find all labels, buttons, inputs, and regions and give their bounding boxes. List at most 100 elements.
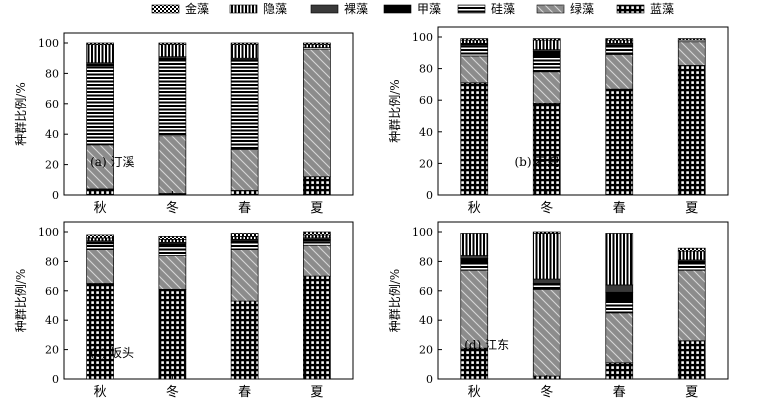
legend-swatch xyxy=(383,4,412,14)
y-tick-label: 100 xyxy=(38,37,59,50)
bar-segment-lan xyxy=(677,340,706,380)
x-tick-label: 秋 xyxy=(468,201,481,216)
bar-segment-lan xyxy=(158,288,187,380)
bar-segment-lv xyxy=(460,55,489,84)
legend-item-luo: 裸藻 xyxy=(310,1,368,16)
bar-segment-lan xyxy=(532,103,561,196)
chart-panels: 020406080100种群比例/%秋冬春夏(a) 汀溪020406080100… xyxy=(14,26,729,400)
bar-segment-jin xyxy=(230,233,259,237)
bar-segment-jin xyxy=(532,38,561,41)
bar-segment-lv xyxy=(532,71,561,104)
bar-segment-lv xyxy=(158,135,187,194)
y-axis-label: 种群比例/% xyxy=(14,82,28,145)
bar-segment-lv xyxy=(605,54,634,90)
bar-segment-yin xyxy=(230,44,259,59)
bar-segment-jia xyxy=(605,291,634,303)
bar-segment-yin xyxy=(460,233,489,256)
y-tick-label: 100 xyxy=(412,226,433,239)
bar-3 xyxy=(230,42,259,196)
legend: 金藻 隐藻 裸藻 甲藻 硅藻 绿藻 蓝藻 xyxy=(151,1,674,16)
y-tick-label: 0 xyxy=(52,373,59,386)
bar-segment-yin xyxy=(532,233,561,280)
bar-segment-jin xyxy=(230,42,259,45)
legend-label: 绿藻 xyxy=(570,1,594,16)
bar-segment-lv xyxy=(605,312,634,364)
bar-segment-lv xyxy=(158,255,187,290)
legend-label: 蓝藻 xyxy=(650,2,674,16)
y-tick-label: 20 xyxy=(419,344,433,357)
bar-segment-luo xyxy=(460,255,489,259)
bar-segment-gui xyxy=(532,55,561,73)
y-tick-label: 40 xyxy=(45,314,59,327)
y-tick-label: 40 xyxy=(419,126,433,139)
panel-label: (a) 汀溪 xyxy=(90,155,134,169)
x-tick-label: 秋 xyxy=(94,201,107,216)
panel-label: (d) 江东 xyxy=(464,338,509,352)
legend-item-lv: 绿藻 xyxy=(536,1,594,16)
y-tick-label: 80 xyxy=(45,255,59,268)
bar-segment-yin xyxy=(605,233,634,286)
y-tick-label: 40 xyxy=(45,128,59,141)
bar-segment-gui xyxy=(158,246,187,256)
bar-segment-lv xyxy=(86,249,114,284)
bar-segment-lan xyxy=(230,300,259,380)
bar-segment-gui xyxy=(86,243,114,250)
y-tick-label: 0 xyxy=(426,189,433,202)
x-tick-label: 夏 xyxy=(310,201,323,216)
bar-segment-yin xyxy=(158,239,187,243)
bar-segment-lv xyxy=(532,288,561,377)
panel-label: (c) 坂头 xyxy=(90,346,134,360)
bar-segment-yin xyxy=(677,250,706,261)
y-axis-label: 种群比例/% xyxy=(14,269,28,332)
legend-label: 硅藻 xyxy=(491,2,515,16)
bar-segment-yin xyxy=(303,44,331,48)
x-tick-label: 冬 xyxy=(540,200,553,216)
plot-frame xyxy=(437,26,729,196)
bar-2 xyxy=(158,236,187,380)
bar-segment-jia xyxy=(460,258,489,264)
bar-segment-gui xyxy=(230,60,259,150)
bar-segment-yin xyxy=(460,39,489,44)
bar-segment-gui xyxy=(532,284,561,290)
bar-1 xyxy=(460,38,489,196)
bar-4 xyxy=(303,231,331,380)
bar-segment-lan xyxy=(677,65,706,196)
bar-4 xyxy=(677,38,706,196)
bar-segment-lv xyxy=(677,269,706,342)
plot-frame xyxy=(63,221,354,380)
bar-segment-gui xyxy=(158,59,187,137)
y-tick-label: 0 xyxy=(426,373,433,386)
legend-swatch xyxy=(229,4,258,14)
legend-item-jia: 甲藻 xyxy=(383,2,441,16)
y-tick-label: 80 xyxy=(419,63,433,76)
bar-segment-lan xyxy=(303,275,331,380)
bar-segment-jin xyxy=(303,42,331,45)
panel-4: 0 20 40 60 80 100 种群比例/% 秋 冬 春 夏 (d) 江东 xyxy=(388,221,729,400)
x-tick-label: 冬 xyxy=(540,384,553,400)
bar-segment-gui xyxy=(605,46,634,55)
x-tick-label: 春 xyxy=(238,385,251,400)
bar-segment-gui xyxy=(605,302,634,314)
bar-segment-jin xyxy=(605,38,634,41)
panel-3: 0 20 40 60 80 100 种群比例/% 秋 冬 春 夏 (c) 坂头 xyxy=(14,221,354,400)
bar-segment-lv xyxy=(460,269,489,349)
bar-segment-gui xyxy=(460,262,489,271)
bar-2 xyxy=(532,38,561,196)
bar-segment-yin xyxy=(605,39,634,44)
bar-segment-lan xyxy=(605,88,634,196)
y-axis-label: 种群比例/% xyxy=(388,269,402,332)
legend-label: 裸藻 xyxy=(344,1,368,16)
bar-segment-gui xyxy=(230,241,259,250)
legend-swatch xyxy=(310,4,339,14)
bar-segment-yin xyxy=(86,44,114,64)
legend-item-lan: 蓝藻 xyxy=(616,2,674,16)
x-tick-label: 冬 xyxy=(166,384,179,400)
bar-segment-luo xyxy=(605,284,634,293)
bar-segment-yin xyxy=(86,237,114,242)
y-tick-label: 80 xyxy=(419,255,433,268)
bar-1 xyxy=(86,234,114,380)
bar-segment-yin xyxy=(303,234,331,239)
legend-label: 隐藻 xyxy=(263,2,287,16)
y-tick-label: 80 xyxy=(45,67,59,80)
